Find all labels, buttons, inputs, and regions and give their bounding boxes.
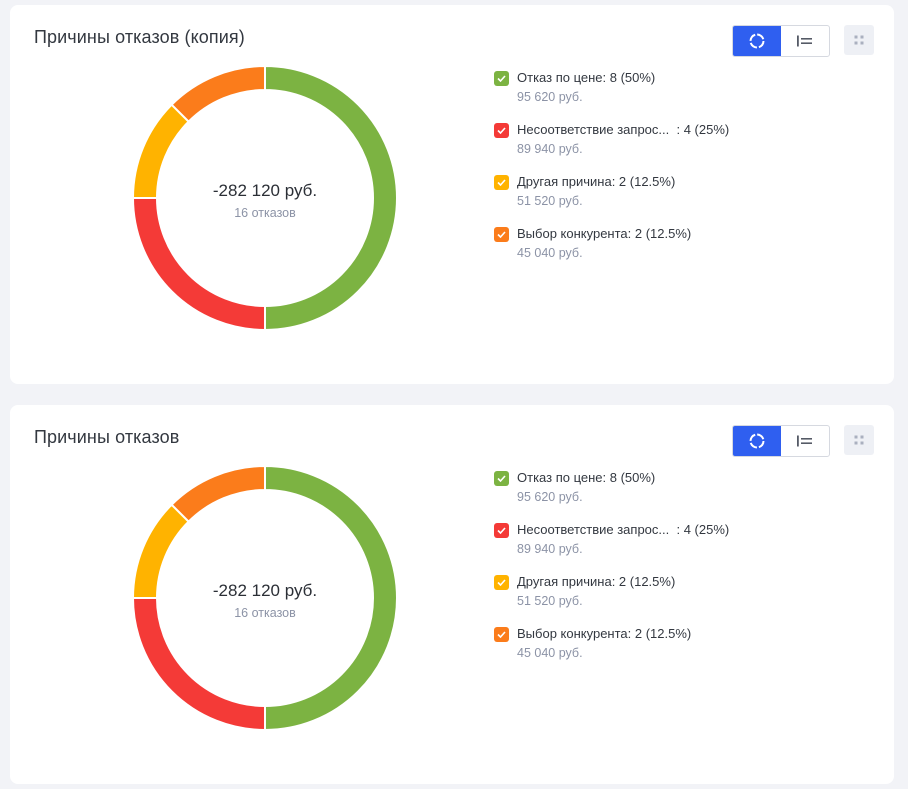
donut-chart: -282 120 руб. 16 отказов bbox=[132, 465, 398, 731]
legend-sum: 45 040 руб. bbox=[517, 246, 583, 260]
list-view-button[interactable] bbox=[781, 426, 829, 456]
view-toggle bbox=[732, 425, 830, 457]
donut-center-count: 16 отказов bbox=[234, 206, 296, 220]
donut-icon bbox=[749, 33, 765, 49]
checkmark-icon bbox=[497, 75, 506, 82]
drag-handle[interactable] bbox=[844, 425, 874, 455]
list-view-button[interactable] bbox=[781, 26, 829, 56]
donut-chart: -282 120 руб. 16 отказов bbox=[132, 65, 398, 331]
drag-dots-icon bbox=[854, 35, 864, 45]
checkmark-icon bbox=[497, 179, 506, 186]
donut-slice[interactable] bbox=[170, 465, 266, 524]
legend-label: Другая причина: 2 (12.5%) bbox=[517, 574, 676, 589]
legend-label: Несоответствие запрос... : 4 (25%) bbox=[517, 122, 730, 137]
legend-checkbox[interactable] bbox=[494, 175, 509, 190]
checkmark-icon bbox=[497, 631, 506, 638]
legend-sum: 95 620 руб. bbox=[517, 90, 583, 104]
donut-view-button[interactable] bbox=[733, 426, 781, 456]
checkmark-icon bbox=[497, 475, 506, 482]
widget-title: Причины отказов bbox=[34, 427, 180, 447]
widget-card: Причины отказов -282 120 руб. 16 отказов bbox=[10, 405, 894, 784]
legend-label: Другая причина: 2 (12.5%) bbox=[517, 174, 676, 189]
checkmark-icon bbox=[497, 527, 506, 534]
legend-sum: 89 940 руб. bbox=[517, 542, 583, 556]
donut-center-count: 16 отказов bbox=[234, 606, 296, 620]
legend-checkbox[interactable] bbox=[494, 471, 509, 486]
donut-svg bbox=[132, 65, 398, 331]
checkmark-icon bbox=[497, 127, 506, 134]
legend-checkbox[interactable] bbox=[494, 627, 509, 642]
legend-label: Выбор конкурента: 2 (12.5%) bbox=[517, 626, 692, 641]
legend-sum: 51 520 руб. bbox=[517, 594, 583, 608]
widget-title: Причины отказов (копия) bbox=[34, 27, 245, 47]
legend-checkbox[interactable] bbox=[494, 71, 509, 86]
legend-checkbox[interactable] bbox=[494, 575, 509, 590]
legend-sum: 95 620 руб. bbox=[517, 490, 583, 504]
legend-label: Несоответствие запрос... : 4 (25%) bbox=[517, 522, 730, 537]
donut-view-button[interactable] bbox=[733, 26, 781, 56]
donut-center-total: -282 120 руб. bbox=[212, 181, 318, 200]
legend-label: Отказ по цене: 8 (50%) bbox=[517, 70, 656, 85]
list-icon bbox=[797, 35, 812, 47]
list-icon bbox=[797, 435, 812, 447]
legend-label: Выбор конкурента: 2 (12.5%) bbox=[517, 226, 692, 241]
view-toggle bbox=[732, 25, 830, 57]
legend-checkbox[interactable] bbox=[494, 523, 509, 538]
donut-center-total: -282 120 руб. bbox=[212, 581, 318, 600]
legend-sum: 89 940 руб. bbox=[517, 142, 583, 156]
checkmark-icon bbox=[497, 231, 506, 238]
legend-sum: 45 040 руб. bbox=[517, 646, 583, 660]
legend-sum: 51 520 руб. bbox=[517, 194, 583, 208]
donut-svg bbox=[132, 465, 398, 731]
drag-dots-icon bbox=[854, 435, 864, 445]
drag-handle[interactable] bbox=[844, 25, 874, 55]
legend-checkbox[interactable] bbox=[494, 227, 509, 242]
legend-label: Отказ по цене: 8 (50%) bbox=[517, 470, 656, 485]
checkmark-icon bbox=[497, 579, 506, 586]
donut-icon bbox=[749, 433, 765, 449]
legend-checkbox[interactable] bbox=[494, 123, 509, 138]
widget-card: Причины отказов (копия) -282 120 руб. 16… bbox=[10, 5, 894, 384]
donut-slice[interactable] bbox=[170, 65, 266, 124]
